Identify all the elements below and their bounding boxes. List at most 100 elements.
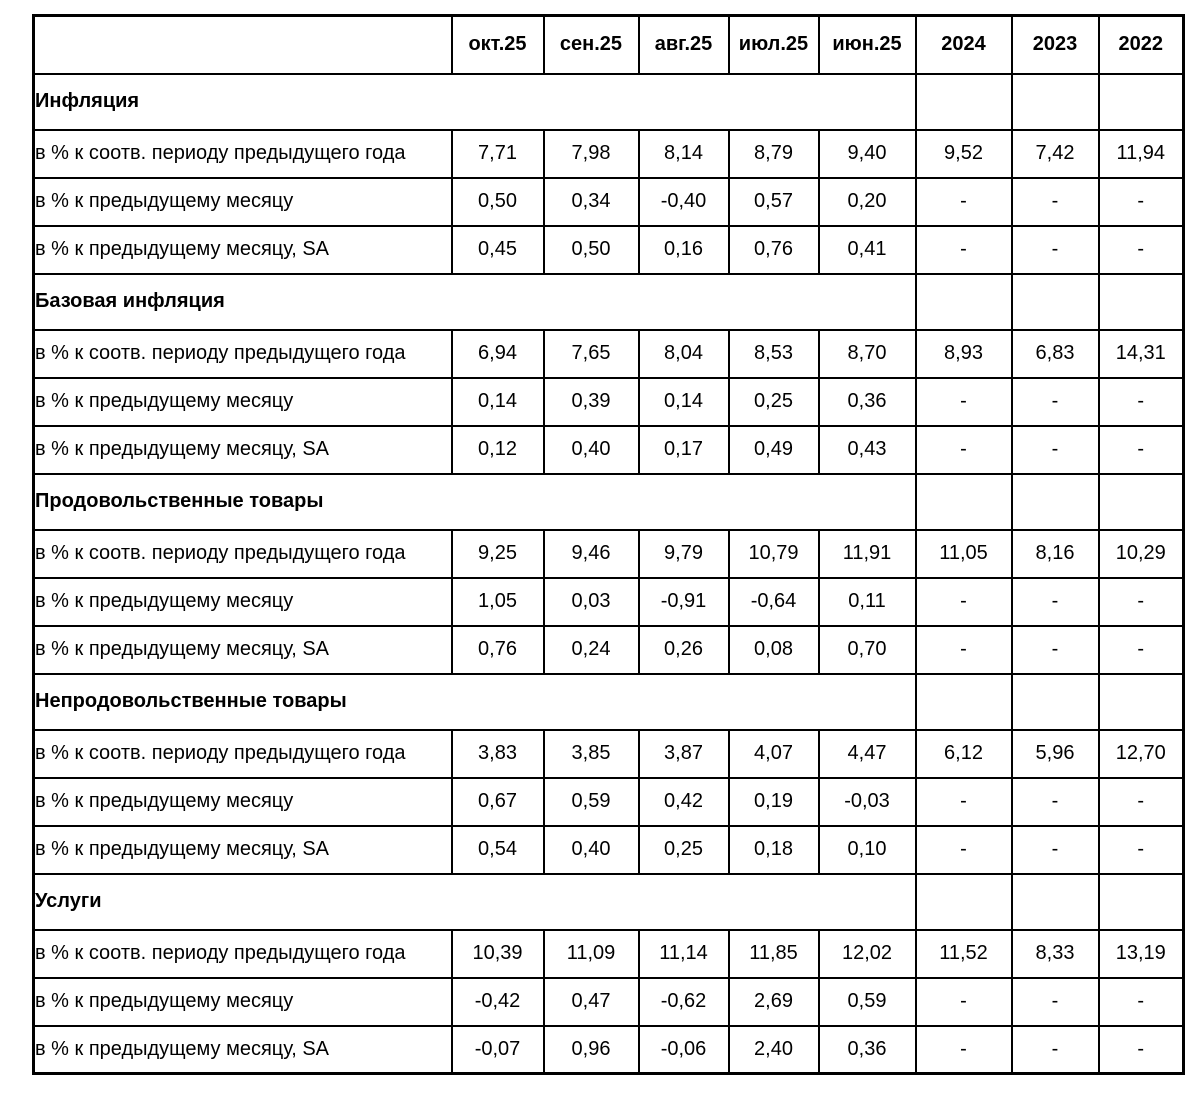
table-row: в % к соотв. периоду предыдущего года 10,… bbox=[32, 928, 1185, 979]
value-cell: 0,18 bbox=[727, 824, 820, 875]
value-cell: 0,26 bbox=[637, 624, 730, 675]
value-cell: - bbox=[914, 576, 1013, 627]
value-cell: 0,41 bbox=[817, 224, 917, 275]
value-cell: 1,05 bbox=[450, 576, 545, 627]
row-label: в % к предыдущему месяцу, SA bbox=[32, 624, 453, 675]
value-cell: - bbox=[1097, 776, 1185, 827]
value-cell: 0,49 bbox=[727, 424, 820, 475]
value-cell: 8,04 bbox=[637, 328, 730, 379]
value-cell: -0,03 bbox=[817, 776, 917, 827]
value-cell: 10,39 bbox=[450, 928, 545, 979]
value-cell: 8,70 bbox=[817, 328, 917, 379]
value-cell: - bbox=[914, 424, 1013, 475]
value-cell: 5,96 bbox=[1010, 728, 1100, 779]
value-cell: 10,79 bbox=[727, 528, 820, 579]
value-cell: 8,33 bbox=[1010, 928, 1100, 979]
value-cell: - bbox=[1010, 1024, 1100, 1075]
empty-year-cell bbox=[1010, 672, 1100, 731]
row-label: в % к предыдущему месяцу bbox=[32, 376, 453, 427]
value-cell: 0,19 bbox=[727, 776, 820, 827]
value-cell: - bbox=[914, 776, 1013, 827]
table-row: в % к соотв. периоду предыдущего года 3,8… bbox=[32, 728, 1185, 779]
value-cell: - bbox=[1097, 176, 1185, 227]
value-cell: 9,40 bbox=[817, 128, 917, 179]
value-cell: - bbox=[914, 176, 1013, 227]
value-cell: 0,24 bbox=[542, 624, 640, 675]
value-cell: 0,59 bbox=[817, 976, 917, 1027]
value-cell: 7,98 bbox=[542, 128, 640, 179]
corner-cell bbox=[32, 14, 453, 75]
value-cell: 9,52 bbox=[914, 128, 1013, 179]
empty-year-cell bbox=[1010, 72, 1100, 131]
value-cell: 11,94 bbox=[1097, 128, 1185, 179]
value-cell: -0,64 bbox=[727, 576, 820, 627]
row-label: в % к предыдущему месяцу bbox=[32, 976, 453, 1027]
table-row: в % к предыдущему месяцу, SA -0,07 0,96 -0,… bbox=[32, 1024, 1185, 1075]
value-cell: 12,02 bbox=[817, 928, 917, 979]
value-cell: 0,20 bbox=[817, 176, 917, 227]
value-cell: - bbox=[1010, 824, 1100, 875]
value-cell: 9,25 bbox=[450, 528, 545, 579]
value-cell: 0,70 bbox=[817, 624, 917, 675]
value-cell: 3,85 bbox=[542, 728, 640, 779]
section-header-row: Инфляция bbox=[32, 72, 1185, 131]
value-cell: 7,71 bbox=[450, 128, 545, 179]
empty-year-cell bbox=[914, 272, 1013, 331]
value-cell: - bbox=[1010, 576, 1100, 627]
value-cell: 12,70 bbox=[1097, 728, 1185, 779]
value-cell: - bbox=[1010, 376, 1100, 427]
section-title: Продовольственные товары bbox=[32, 472, 917, 531]
value-cell: - bbox=[1097, 624, 1185, 675]
empty-year-cell bbox=[1097, 272, 1185, 331]
empty-year-cell bbox=[914, 872, 1013, 931]
value-cell: 7,65 bbox=[542, 328, 640, 379]
section-title: Услуги bbox=[32, 872, 917, 931]
value-cell: - bbox=[1010, 424, 1100, 475]
value-cell: 4,47 bbox=[817, 728, 917, 779]
section-header-row: Продовольственные товары bbox=[32, 472, 1185, 531]
value-cell: - bbox=[1010, 976, 1100, 1027]
value-cell: 9,46 bbox=[542, 528, 640, 579]
value-cell: - bbox=[1097, 976, 1185, 1027]
value-cell: 11,91 bbox=[817, 528, 917, 579]
value-cell: 7,42 bbox=[1010, 128, 1100, 179]
value-cell: 8,53 bbox=[727, 328, 820, 379]
value-cell: 0,54 bbox=[450, 824, 545, 875]
value-cell: 0,08 bbox=[727, 624, 820, 675]
value-cell: 0,39 bbox=[542, 376, 640, 427]
value-cell: 4,07 bbox=[727, 728, 820, 779]
value-cell: - bbox=[914, 824, 1013, 875]
section-title: Инфляция bbox=[32, 72, 917, 131]
table-row: в % к соотв. периоду предыдущего года 7,7… bbox=[32, 128, 1185, 179]
table-row: в % к предыдущему месяцу, SA 0,45 0,50 0,16… bbox=[32, 224, 1185, 275]
section-title: Непродовольственные товары bbox=[32, 672, 917, 731]
value-cell: - bbox=[914, 1024, 1013, 1075]
row-label: в % к соотв. периоду предыдущего года bbox=[32, 328, 453, 379]
empty-year-cell bbox=[1010, 472, 1100, 531]
row-label: в % к предыдущему месяцу, SA bbox=[32, 1024, 453, 1075]
value-cell: 0,50 bbox=[450, 176, 545, 227]
row-label: в % к предыдущему месяцу, SA bbox=[32, 424, 453, 475]
value-cell: 0,40 bbox=[542, 424, 640, 475]
header-row: окт.25 сен.25 авг.25 июл.25 июн.25 2024 … bbox=[32, 14, 1185, 75]
row-label: в % к соотв. периоду предыдущего года bbox=[32, 528, 453, 579]
value-cell: 0,59 bbox=[542, 776, 640, 827]
value-cell: - bbox=[1010, 224, 1100, 275]
value-cell: - bbox=[1010, 176, 1100, 227]
value-cell: -0,91 bbox=[637, 576, 730, 627]
value-cell: 11,09 bbox=[542, 928, 640, 979]
value-cell: -0,40 bbox=[637, 176, 730, 227]
column-header-oct25: окт.25 bbox=[450, 14, 545, 75]
value-cell: 0,34 bbox=[542, 176, 640, 227]
value-cell: 0,76 bbox=[450, 624, 545, 675]
table-row: в % к соотв. периоду предыдущего года 6,9… bbox=[32, 328, 1185, 379]
value-cell: - bbox=[1010, 776, 1100, 827]
value-cell: 0,76 bbox=[727, 224, 820, 275]
empty-year-cell bbox=[1097, 872, 1185, 931]
value-cell: 0,40 bbox=[542, 824, 640, 875]
value-cell: - bbox=[1097, 224, 1185, 275]
value-cell: 0,17 bbox=[637, 424, 730, 475]
value-cell: 0,50 bbox=[542, 224, 640, 275]
value-cell: 13,19 bbox=[1097, 928, 1185, 979]
